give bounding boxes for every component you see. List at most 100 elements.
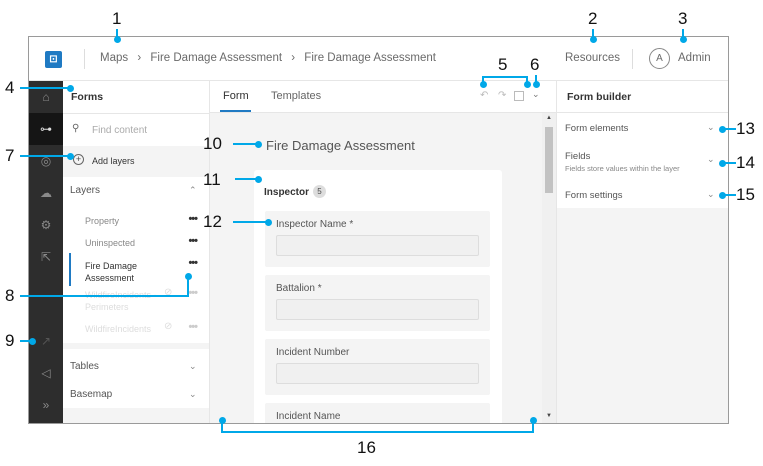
more-options-icon[interactable]: ••• <box>188 287 198 299</box>
more-options-icon[interactable]: ••• <box>188 321 198 333</box>
layer-item-selected[interactable]: Fire Damage Assessment <box>85 261 138 283</box>
form-builder-icon[interactable]: ⊶ <box>29 113 63 145</box>
layer-item-disabled[interactable]: WildfireIncidents - Perimeters <box>85 290 157 312</box>
callout-dot <box>114 36 121 43</box>
announcement-icon[interactable]: ◁ <box>41 366 51 380</box>
callout-line <box>535 75 537 84</box>
scrollbar-thumb[interactable] <box>545 127 553 193</box>
layer-item[interactable]: Property <box>85 216 120 226</box>
callout-line <box>116 29 118 40</box>
share-icon[interactable]: ⇱ <box>40 250 52 264</box>
callout-line <box>482 76 484 84</box>
app-logo-icon[interactable]: ⊡ <box>45 51 62 68</box>
tab-form[interactable]: Form <box>223 90 249 102</box>
callout-line <box>233 143 258 145</box>
cloud-icon[interactable]: ☁ <box>40 186 52 200</box>
layer-item-disabled[interactable]: WildfireIncidents <box>85 324 152 334</box>
field-input[interactable] <box>276 363 479 384</box>
layers-icon[interactable]: ◎ <box>40 154 52 168</box>
field-label: Inspector Name * <box>276 219 354 230</box>
callout-number: 8 <box>5 286 15 305</box>
more-options-icon[interactable]: ••• <box>188 235 198 247</box>
callout-number: 10 <box>203 134 222 153</box>
chevron-right-icon: › <box>291 52 296 64</box>
field-card[interactable]: Inspector Name * <box>265 211 490 267</box>
scroll-up-icon[interactable]: ▲ <box>546 115 552 121</box>
callout-dot <box>719 126 726 133</box>
panel-title: Forms <box>71 91 104 103</box>
section-fields[interactable]: Fields <box>565 151 591 162</box>
basemap-header[interactable]: Basemap <box>70 389 113 400</box>
settings-icon[interactable]: ⚙ <box>40 218 52 232</box>
chevron-down-icon[interactable]: ⌄ <box>707 154 715 164</box>
avatar[interactable]: A <box>649 48 670 69</box>
callout-line <box>526 76 528 84</box>
chevron-up-icon[interactable]: ⌃ <box>189 185 197 195</box>
chevron-down-icon[interactable]: ⌄ <box>532 89 540 99</box>
breadcrumb-maps[interactable]: Maps <box>100 52 129 64</box>
callout-number: 14 <box>736 153 755 172</box>
callout-line <box>233 221 268 223</box>
field-card[interactable]: Incident Number <box>265 339 490 395</box>
redo-icon[interactable]: ↷ <box>498 90 507 101</box>
add-layers-button[interactable]: + Add layers <box>63 146 209 177</box>
undo-icon[interactable]: ↶ <box>480 90 489 101</box>
section-fields-subtitle: Fields store values within the layer <box>565 164 680 173</box>
home-icon[interactable]: ⌂ <box>42 90 50 104</box>
callout-dot <box>185 273 192 280</box>
section-form-elements[interactable]: Form elements <box>565 123 629 134</box>
chevron-down-icon[interactable]: ⌄ <box>707 189 715 199</box>
callout-dot <box>719 192 726 199</box>
divider <box>63 343 209 349</box>
tables-header[interactable]: Tables <box>70 361 99 372</box>
callout-dot <box>255 141 262 148</box>
callout-dot <box>530 417 537 424</box>
breadcrumb-item[interactable]: Fire Damage Assessment <box>150 52 283 64</box>
plus-circle-icon: + <box>73 154 84 165</box>
section-form-settings[interactable]: Form settings <box>565 190 623 201</box>
callout-dot <box>680 36 687 43</box>
layers-header[interactable]: Layers <box>70 185 101 196</box>
callout-line <box>20 295 189 297</box>
field-input[interactable] <box>276 235 479 256</box>
scrollbar[interactable]: ▲ ▼ <box>542 113 556 423</box>
callout-dot <box>219 417 226 424</box>
field-card[interactable]: Incident Name <box>265 403 490 423</box>
chevron-down-icon[interactable]: ⌄ <box>707 122 715 132</box>
forms-panel: Forms ⚲ Find content + Add layers Layers… <box>63 81 210 423</box>
chevron-down-icon[interactable]: ⌄ <box>189 361 197 371</box>
search-input[interactable]: Find content <box>92 125 148 136</box>
callout-dot <box>265 219 272 226</box>
layer-item[interactable]: Uninspected <box>85 238 136 248</box>
callout-number: 5 <box>498 55 508 74</box>
save-icon[interactable] <box>514 91 524 101</box>
callout-number: 6 <box>530 55 540 74</box>
panel-title: Form builder <box>567 91 632 103</box>
user-name[interactable]: Admin <box>678 52 711 64</box>
panel-footer <box>63 408 209 423</box>
more-options-icon[interactable]: ••• <box>188 213 198 225</box>
callout-number: 15 <box>736 185 755 204</box>
selected-indicator <box>69 253 71 286</box>
callout-dot <box>29 338 36 345</box>
chevron-down-icon[interactable]: ⌄ <box>189 389 197 399</box>
callout-line <box>722 128 736 130</box>
more-options-icon[interactable]: ••• <box>188 257 198 269</box>
field-card[interactable]: Battalion * <box>265 275 490 331</box>
callout-number: 16 <box>357 438 376 457</box>
tab-templates[interactable]: Templates <box>271 90 322 102</box>
callout-dot <box>533 81 540 88</box>
callout-dot <box>524 81 531 88</box>
open-external-icon[interactable]: ↗ <box>40 334 52 348</box>
callout-dot <box>67 85 74 92</box>
field-input[interactable] <box>276 299 479 320</box>
expand-icon[interactable]: » <box>42 398 50 412</box>
callout-line <box>592 29 594 40</box>
scroll-down-icon[interactable]: ▼ <box>546 413 552 419</box>
resources-link[interactable]: Resources <box>565 52 620 64</box>
search-box[interactable]: ⚲ Find content <box>63 113 209 146</box>
breadcrumb-current: Fire Damage Assessment <box>304 52 436 64</box>
field-label: Incident Name <box>276 411 341 422</box>
form-title[interactable]: Fire Damage Assessment <box>266 138 415 153</box>
active-tab-indicator <box>220 110 251 112</box>
